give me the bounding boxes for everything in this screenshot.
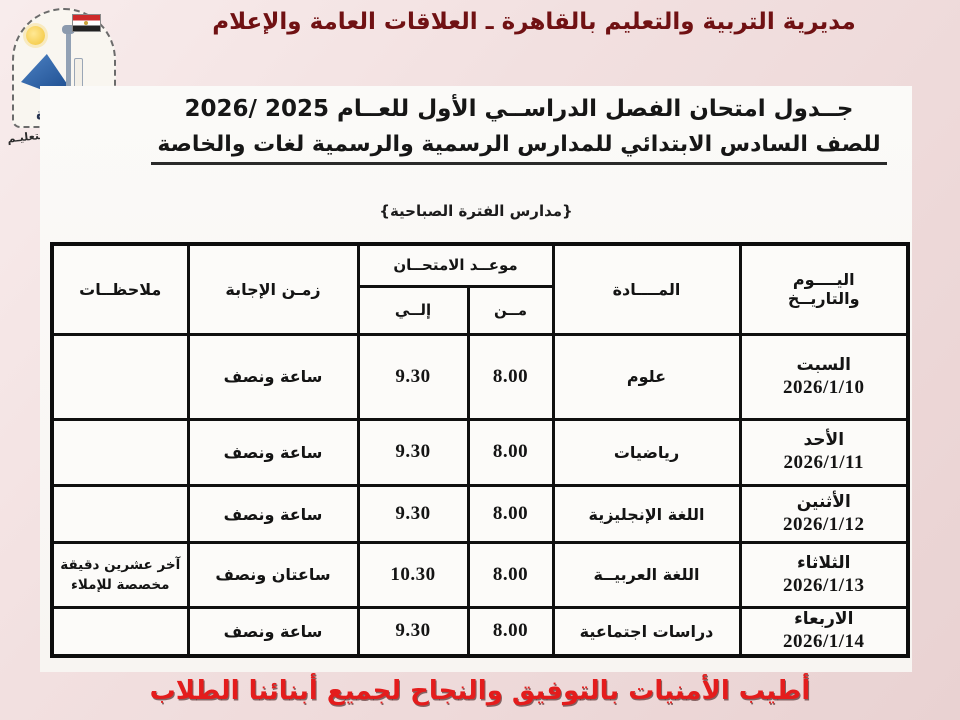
document-title-line2: للصف السادس الابتدائي للمدارس الرسمية وا… [151,132,887,165]
subject-cell: علوم [551,332,742,421]
col-header-subject: المــــادة [551,242,742,336]
duration-cell: ساعة ونصف [186,605,360,658]
duration-cell: ساعتان ونصف [186,541,360,609]
day-date: 2026/1/11 [783,452,864,474]
document-title-line1: جــدول امتحان الفصل الدراســي الأول للعـ… [184,96,854,122]
day-cell: الثلاثاء 2026/1/13 [738,541,910,609]
from-cell: 8.00 [466,541,555,609]
day-name: الثلاثاء [796,552,851,573]
col-header-duration: زمـن الإجابة [186,242,360,336]
page-title: مديرية التربية والتعليم بالقاهرة ـ العلا… [212,9,856,35]
day-cell: الأحد 2026/1/11 [738,417,910,488]
day-date: 2026/1/14 [782,631,865,653]
to-cell: 9.30 [356,484,470,545]
notes-cell [50,605,190,658]
from-cell: 8.00 [466,484,555,545]
duration-cell: ساعة ونصف [186,332,360,421]
from-cell: 8.00 [466,332,555,421]
col-header-from: مــن [466,284,555,336]
day-cell: الأثنين 2026/1/12 [738,484,910,545]
day-date: 2026/1/10 [782,376,865,398]
document-subtitle: {مدارس الفترة الصباحية} [379,202,573,220]
document-title: جــدول امتحان الفصل الدراســي الأول للعـ… [140,96,898,165]
flag-eagle-icon [84,21,88,25]
col-header-day-line2: والتاريــخ [787,289,860,309]
table-row: الأثنين 2026/1/12 اللغة الإنجليزية 8.00 … [50,484,910,545]
col-header-to: إلــي [356,284,470,336]
cairo-tower-icon [66,32,71,94]
col-header-notes: ملاحظــات [50,242,190,336]
sun-icon [26,26,45,45]
from-cell: 8.00 [466,605,555,658]
footer-message: أطيب الأمنيات بالتوفيق والنجاح لجميع أبن… [149,676,811,706]
notes-cell: آخر عشرين دقيقة مخصصة للإملاء [50,541,190,609]
table-header-row-2: مــن إلــي [52,284,908,336]
table-row: الاربعاء 2026/1/14 دراسات اجتماعية 8.00 … [50,605,910,658]
table-row: الثلاثاء 2026/1/13 اللغة العربيــة 8.00 … [50,541,910,609]
day-name: الأحد [803,430,845,451]
duration-cell: ساعة ونصف [186,417,360,488]
subject-cell: اللغة الإنجليزية [551,484,742,545]
to-cell: 10.30 [356,541,470,609]
day-name: الاربعاء [794,609,854,630]
day-cell: الاربعاء 2026/1/14 [738,605,910,658]
day-name: السبت [796,354,851,375]
table-header-row-1: اليــــوم والتاريــخ المــــادة موعــد ا… [50,242,910,336]
day-cell: السبت 2026/1/10 [738,332,910,421]
subject-cell: اللغة العربيــة [551,541,742,609]
notes-cell [50,484,190,545]
notes-cell [50,417,190,488]
table-row: السبت 2026/1/10 علوم 8.00 9.30 ساعة ونصف [50,332,910,421]
notes-cell [50,332,190,421]
exam-schedule-table: اليــــوم والتاريــخ المــــادة موعــد ا… [50,242,910,658]
scanned-document: جــدول امتحان الفصل الدراســي الأول للعـ… [40,86,912,672]
egypt-flag-icon [72,14,101,32]
duration-cell: ساعة ونصف [186,484,360,545]
to-cell: 9.30 [356,332,470,421]
day-date: 2026/1/12 [782,514,865,536]
col-header-exam-time: موعــد الامتحــان [356,242,555,288]
day-date: 2026/1/13 [782,574,865,596]
from-cell: 8.00 [466,417,555,488]
day-name: الأثنين [796,492,851,513]
subject-cell: رياضيات [551,417,742,488]
table-row: الأحد 2026/1/11 رياضيات 8.00 9.30 ساعة و… [50,417,910,488]
col-header-day-line1: اليــــوم [792,270,855,290]
col-header-day: اليــــوم والتاريــخ [738,242,910,336]
to-cell: 9.30 [356,605,470,658]
cairo-tower-top-icon [62,25,75,34]
to-cell: 9.30 [356,417,470,488]
subject-cell: دراسات اجتماعية [551,605,742,658]
